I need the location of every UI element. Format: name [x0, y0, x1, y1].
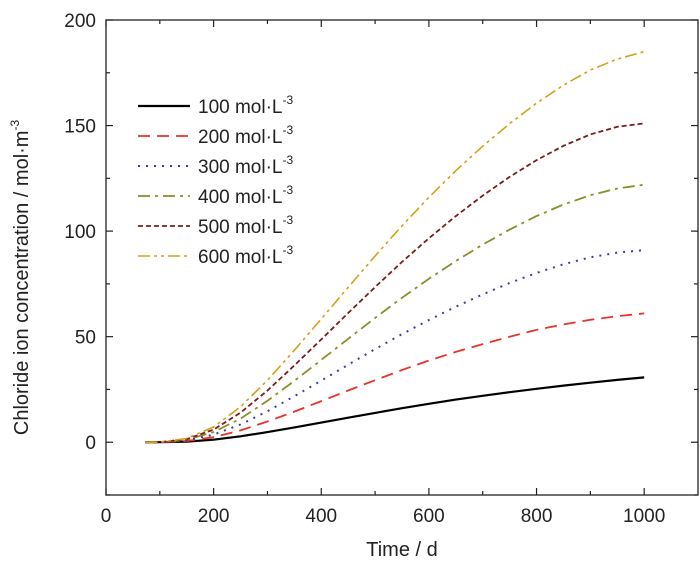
- legend-item: 500 mol·L-3: [138, 213, 293, 238]
- legend-label: 600 mol·L-3: [198, 243, 293, 268]
- legend-label: 500 mol·L-3: [198, 213, 293, 238]
- tick-labels: 0 200 400 600 800 1000 0 50 100 150 200: [64, 11, 665, 527]
- legend-item: 400 mol·L-3: [138, 183, 293, 208]
- series-line-2: [145, 312, 645, 444]
- legend-label: 400 mol·L-3: [198, 183, 293, 208]
- x-tick-label: 200: [198, 506, 230, 527]
- series-line-4: [145, 183, 645, 444]
- axis-ticks: [105, 19, 698, 496]
- plot-frame: [105, 19, 699, 496]
- series-line-5: [145, 122, 645, 444]
- y-tick-label: 0: [85, 433, 96, 454]
- legend-item: 100 mol·L-3: [138, 93, 293, 118]
- series-line-1: [145, 376, 645, 444]
- legend-label: 200 mol·L-3: [198, 123, 293, 148]
- legend-item: 300 mol·L-3: [138, 153, 293, 178]
- x-tick-label: 400: [305, 506, 337, 527]
- y-axis-title: Chloride ion concentration / mol·m-3: [8, 120, 33, 436]
- x-tick-label: 800: [521, 506, 553, 527]
- series-line-6: [145, 50, 645, 443]
- y-tick-label: 200: [64, 11, 96, 32]
- x-tick-label: 1000: [623, 506, 665, 527]
- legend: 100 mol·L-3 200 mol·L-3 300 mol·L-3 400 mol…: [138, 93, 293, 268]
- series-line-3: [145, 249, 645, 444]
- legend-label: 100 mol·L-3: [198, 93, 293, 118]
- x-axis-title: Time / d: [366, 539, 438, 561]
- y-tick-label: 50: [75, 328, 96, 349]
- legend-item: 600 mol·L-3: [138, 243, 293, 268]
- y-tick-label: 100: [64, 222, 96, 243]
- legend-item: 200 mol·L-3: [138, 123, 293, 148]
- x-tick-label: 0: [101, 506, 112, 527]
- plot-lines: [145, 50, 645, 444]
- x-tick-label: 600: [413, 506, 445, 527]
- y-tick-label: 150: [64, 117, 96, 138]
- legend-label: 300 mol·L-3: [198, 153, 293, 178]
